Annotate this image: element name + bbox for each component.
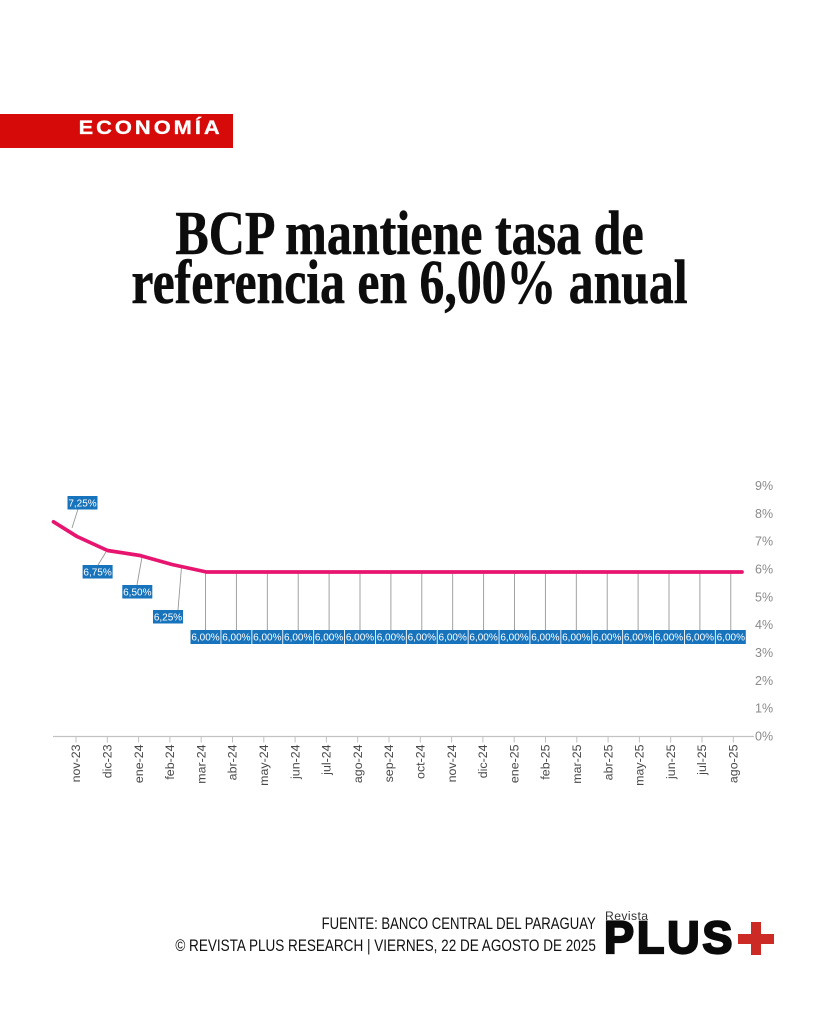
svg-text:jul-25: jul-25 — [695, 744, 709, 775]
svg-text:6,00%: 6,00% — [686, 633, 714, 644]
svg-text:6,00%: 6,00% — [500, 633, 528, 644]
svg-text:feb-24: feb-24 — [163, 744, 177, 779]
svg-text:may-25: may-25 — [633, 744, 647, 785]
svg-text:6,00%: 6,00% — [191, 633, 219, 644]
svg-text:4%: 4% — [755, 618, 773, 632]
svg-text:oct-24: oct-24 — [414, 744, 428, 779]
svg-text:6%: 6% — [755, 563, 773, 577]
svg-text:1%: 1% — [755, 702, 773, 716]
svg-text:abr-24: abr-24 — [226, 744, 240, 780]
svg-text:6,25%: 6,25% — [154, 612, 182, 623]
svg-text:5%: 5% — [755, 590, 773, 604]
svg-text:mar-25: mar-25 — [570, 744, 584, 783]
svg-text:6,00%: 6,00% — [315, 633, 343, 644]
svg-text:6,50%: 6,50% — [123, 587, 151, 598]
svg-text:6,75%: 6,75% — [83, 567, 111, 578]
svg-text:7,25%: 7,25% — [68, 498, 96, 509]
svg-text:abr-25: abr-25 — [601, 744, 615, 780]
svg-text:mar-24: mar-24 — [194, 744, 208, 783]
svg-text:6,00%: 6,00% — [655, 633, 683, 644]
svg-text:6,00%: 6,00% — [469, 633, 497, 644]
svg-text:jun-25: jun-25 — [664, 744, 678, 780]
svg-text:6,00%: 6,00% — [408, 633, 436, 644]
svg-text:6,00%: 6,00% — [531, 633, 559, 644]
svg-text:6,00%: 6,00% — [439, 633, 467, 644]
svg-text:6,00%: 6,00% — [346, 633, 374, 644]
svg-text:9%: 9% — [755, 479, 773, 493]
svg-text:8%: 8% — [755, 507, 773, 521]
svg-text:6,00%: 6,00% — [593, 633, 621, 644]
svg-text:dic-24: dic-24 — [476, 744, 490, 778]
svg-text:0%: 0% — [755, 730, 773, 744]
svg-text:6,00%: 6,00% — [222, 633, 250, 644]
svg-text:may-24: may-24 — [257, 744, 271, 785]
svg-text:jun-24: jun-24 — [288, 744, 302, 780]
svg-text:dic-23: dic-23 — [101, 744, 115, 778]
svg-text:ene-25: ene-25 — [507, 744, 521, 783]
svg-text:3%: 3% — [755, 646, 773, 660]
svg-text:feb-25: feb-25 — [539, 744, 553, 779]
svg-text:6,00%: 6,00% — [284, 633, 312, 644]
svg-text:2%: 2% — [755, 674, 773, 688]
svg-text:ago-24: ago-24 — [351, 744, 365, 783]
svg-text:ago-25: ago-25 — [727, 744, 741, 783]
svg-text:sep-24: sep-24 — [382, 744, 396, 782]
svg-text:7%: 7% — [755, 535, 773, 549]
svg-text:nov-23: nov-23 — [69, 744, 83, 782]
svg-text:6,00%: 6,00% — [377, 633, 405, 644]
svg-text:6,00%: 6,00% — [717, 633, 745, 644]
svg-text:nov-24: nov-24 — [445, 744, 459, 782]
svg-text:6,00%: 6,00% — [624, 633, 652, 644]
svg-text:ene-24: ene-24 — [132, 744, 146, 783]
svg-text:6,00%: 6,00% — [253, 633, 281, 644]
svg-text:6,00%: 6,00% — [562, 633, 590, 644]
svg-text:jul-24: jul-24 — [320, 744, 334, 775]
